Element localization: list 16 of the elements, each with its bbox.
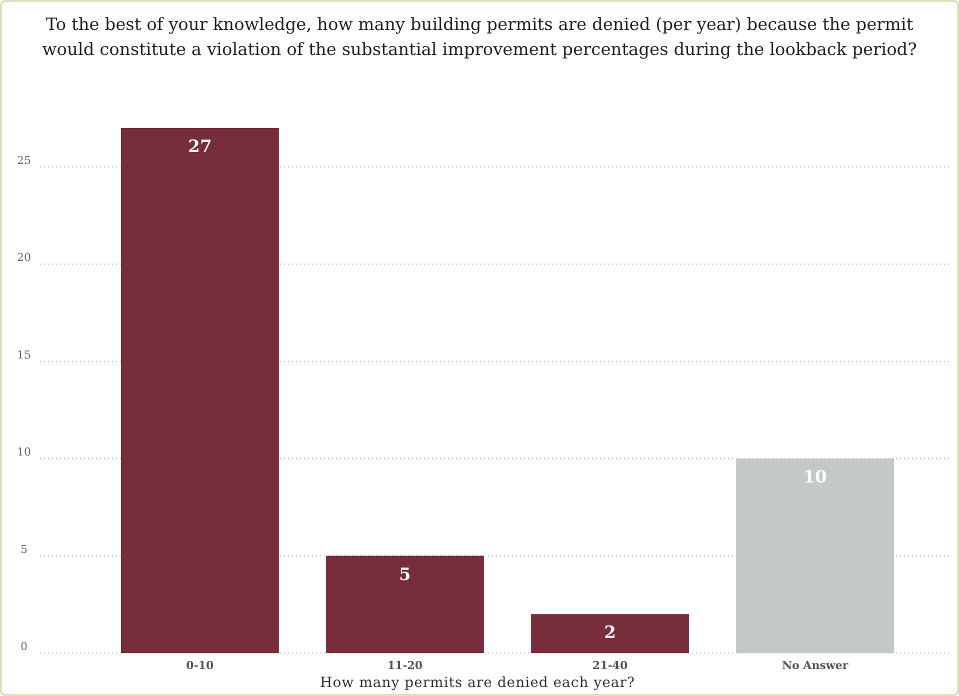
data-label: 5 bbox=[399, 564, 411, 585]
y-tick-label: 0 bbox=[20, 640, 28, 653]
data-label: 10 bbox=[803, 468, 828, 488]
x-tick-label: 0-10 bbox=[186, 659, 214, 672]
chart-title: To the best of your knowledge, how many building permits are denied (per year) because the permit would constitute a violation of the substantial improvement percentages during the lookback period? bbox=[42, 15, 917, 60]
y-tick-label: 15 bbox=[17, 348, 31, 362]
x-tick-label: 11-20 bbox=[387, 659, 423, 672]
y-tick-label: 5 bbox=[20, 542, 28, 556]
y-tick-label: 20 bbox=[17, 251, 31, 264]
y-tick-label: 10 bbox=[17, 446, 31, 459]
x-tick-label: No Answer bbox=[782, 659, 848, 672]
data-label: 27 bbox=[188, 137, 212, 157]
y-tick-label: 25 bbox=[17, 154, 31, 167]
x-axis-title: How many permits are denied each year? bbox=[320, 675, 635, 691]
x-tick-label: 21-40 bbox=[592, 659, 628, 672]
data-label: 2 bbox=[604, 623, 616, 644]
